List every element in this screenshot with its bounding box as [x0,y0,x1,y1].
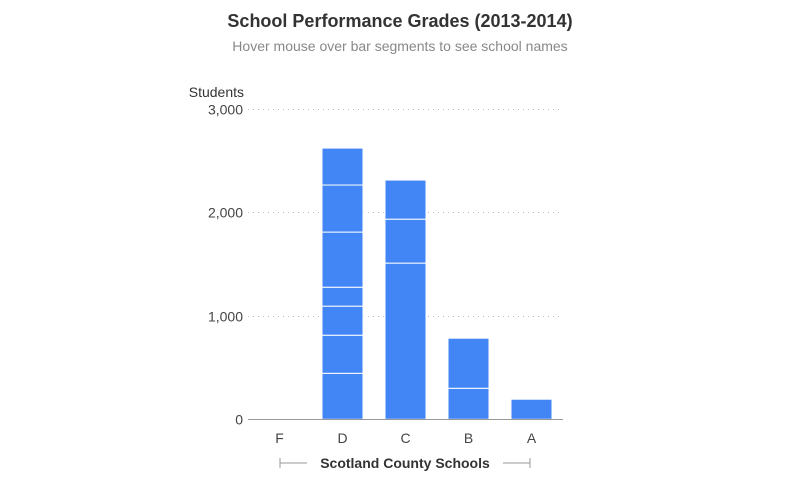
bar-segment-D [321,231,364,288]
y-tick-label: 3,000 [208,102,243,118]
x-tick-label: D [337,430,347,446]
y-axis-label: Students [189,84,244,100]
x-tick-label: A [527,430,537,446]
x-tick-label: C [400,430,410,446]
bar-segment-C [384,179,427,220]
bar-segment-C [384,218,427,264]
x-tick-label: B [464,430,473,446]
bar-segment-D [321,372,364,420]
chart-subtitle: Hover mouse over bar segments to see sch… [232,38,567,54]
bar-segment-D [321,147,364,186]
bar-segment-B [447,387,490,420]
x-axis-title-group: Scotland County Schools [279,455,531,471]
bar-segment-D [321,286,364,307]
bar-segment-D [321,334,364,374]
bar-segment-D [321,184,364,233]
bars [321,147,553,420]
bar-segment-C [384,262,427,420]
y-axis-ticks: 0 1,000 2,000 3,000 [208,102,243,428]
x-tick-label: F [275,430,284,446]
y-tick-label: 0 [235,412,243,428]
y-tick-label: 2,000 [208,205,243,221]
bar-segment-D [321,305,364,336]
y-tick-label: 1,000 [208,309,243,325]
bar-segment-B [447,337,490,389]
chart-title: School Performance Grades (2013-2014) [227,11,572,31]
x-axis-label: Scotland County Schools [320,455,490,471]
bar-segment-A [510,398,553,420]
